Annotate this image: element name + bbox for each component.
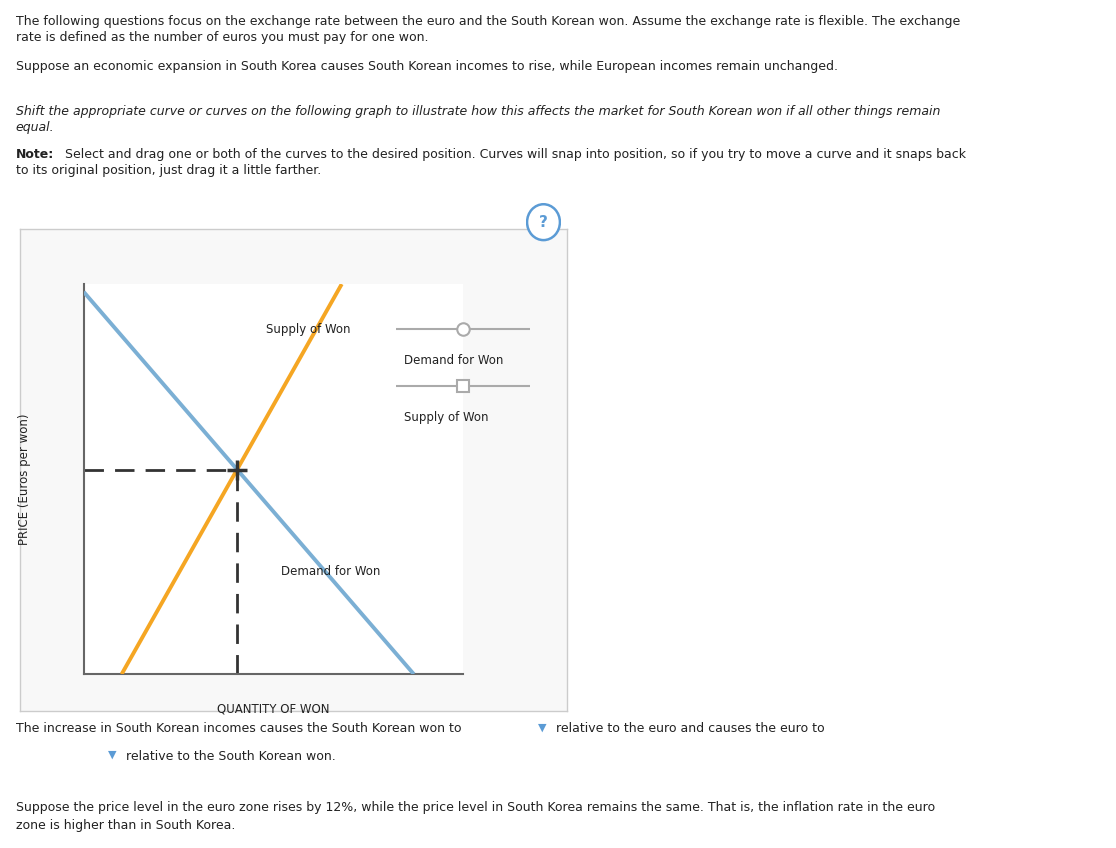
Text: ▼: ▼ [538,722,547,733]
Text: QUANTITY OF WON: QUANTITY OF WON [218,702,329,715]
Text: rate is defined as the number of euros you must pay for one won.: rate is defined as the number of euros y… [16,31,429,44]
Text: The following questions focus on the exchange rate between the euro and the Sout: The following questions focus on the exc… [16,15,960,28]
Text: Supply of Won: Supply of Won [404,411,489,424]
Text: relative to the South Korean won.: relative to the South Korean won. [126,750,336,762]
Text: equal.: equal. [16,121,55,134]
Text: Supply of Won: Supply of Won [266,323,350,336]
Text: Shift the appropriate curve or curves on the following graph to illustrate how t: Shift the appropriate curve or curves on… [16,105,940,118]
Text: Demand for Won: Demand for Won [404,354,503,366]
Text: Suppose an economic expansion in South Korea causes South Korean incomes to rise: Suppose an economic expansion in South K… [16,60,838,73]
Text: PRICE (Euros per won): PRICE (Euros per won) [18,413,31,545]
Text: zone is higher than in South Korea.: zone is higher than in South Korea. [16,819,235,832]
Text: Demand for Won: Demand for Won [281,565,381,578]
Text: Note:: Note: [16,148,54,160]
Text: Suppose the price level in the euro zone rises by 12%, while the price level in : Suppose the price level in the euro zone… [16,801,935,813]
Text: to its original position, just drag it a little farther.: to its original position, just drag it a… [16,164,321,176]
Text: Select and drag one or both of the curves to the desired position. Curves will s: Select and drag one or both of the curve… [61,148,966,160]
Circle shape [527,204,560,240]
Text: The increase in South Korean incomes causes the South Korean won to: The increase in South Korean incomes cau… [16,722,461,735]
Text: ▼: ▼ [108,750,117,760]
Text: ?: ? [539,215,548,230]
Text: relative to the euro and causes the euro to: relative to the euro and causes the euro… [556,722,825,735]
